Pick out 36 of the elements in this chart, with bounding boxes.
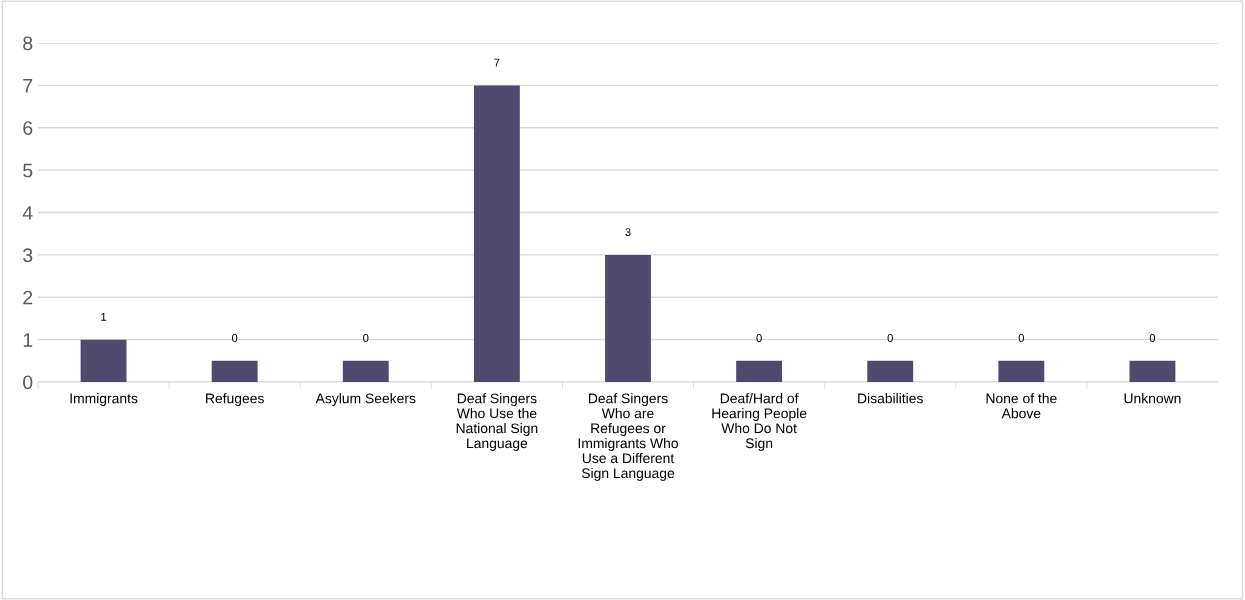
data-label: 1 <box>101 313 107 321</box>
data-label: 0 <box>232 334 238 342</box>
data-label: 0 <box>363 334 369 342</box>
data-label: 0 <box>1149 334 1156 342</box>
data-label: 0 <box>756 334 762 342</box>
data-label: 0 <box>887 334 893 342</box>
y-tick-label: 8 <box>23 36 33 51</box>
x-tick-label: None of the Above <box>986 393 1057 419</box>
y-tick-label: 1 <box>23 333 33 347</box>
bar <box>80 339 127 382</box>
bar <box>998 360 1045 382</box>
y-tick-label: 5 <box>23 163 33 178</box>
x-tick-label: Deaf Singers Who Use the National Sign Language <box>456 393 538 451</box>
y-tick-label: 3 <box>23 248 33 263</box>
x-tick-label: Immigrants <box>70 393 138 407</box>
y-tick-label: 7 <box>23 79 33 93</box>
x-tick-label: Deaf/Hard of Hearing People Who Do Not Sign <box>712 393 807 451</box>
x-tick-label: Unknown <box>1124 393 1181 404</box>
x-tick-label: Refugees <box>206 393 264 407</box>
data-label: 0 <box>1018 334 1024 342</box>
bar <box>211 360 258 382</box>
x-tick-label: Disabilities <box>858 393 923 404</box>
y-tick-label: 2 <box>23 290 33 305</box>
bar <box>736 360 783 382</box>
y-tick-label: 4 <box>22 206 33 220</box>
bar <box>867 360 914 382</box>
bar <box>605 254 651 382</box>
x-tick-label: Deaf Singers Who are Refugees or Immigrants Who Use a Different Sign Language <box>578 393 678 481</box>
data-label: 7 <box>494 58 500 67</box>
y-tick-label: 6 <box>23 121 33 135</box>
x-tick-label: Asylum Seekers <box>315 393 416 407</box>
bar <box>1129 360 1176 382</box>
bar <box>473 85 520 382</box>
data-label: 3 <box>625 228 631 237</box>
y-tick-label: 0 <box>23 375 33 390</box>
bar <box>342 360 389 382</box>
